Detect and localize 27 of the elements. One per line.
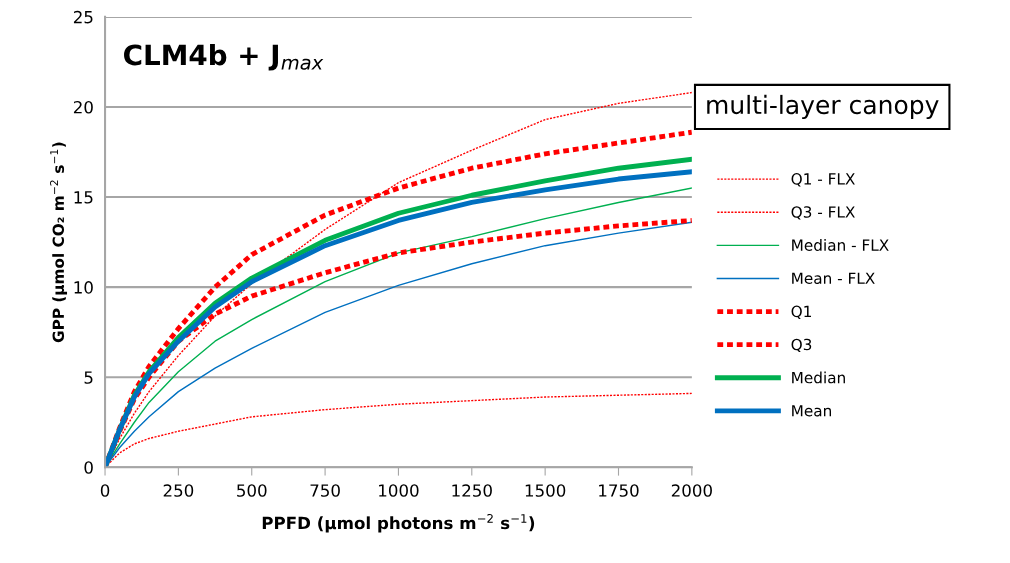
legend-label: Q3: [791, 338, 812, 352]
x-tick-label: 0: [100, 484, 110, 497]
y-tick-label: 10: [74, 281, 93, 294]
x-tick-label: 1250: [452, 484, 492, 497]
y-tick-label: 15: [74, 191, 93, 204]
y-tick-label: 20: [73, 100, 93, 114]
x-tick-label: 500: [237, 484, 267, 497]
x-tick-label: 1750: [599, 484, 639, 497]
legend-label: Median: [792, 371, 845, 384]
y-tick-label: 25: [73, 10, 93, 24]
annotation: CLM4b + J$_{max}$: [124, 43, 324, 71]
text: multi-layer canopy: [707, 94, 939, 120]
y-tick-label: 5: [84, 371, 93, 384]
x-tick-label: 1500: [525, 484, 566, 497]
x-tick-label: 1000: [379, 484, 419, 497]
legend-label: Q3 - FLX: [791, 206, 855, 220]
y-tick-label: 0: [84, 461, 93, 474]
x-tick-label: 250: [163, 484, 194, 497]
legend-label: Q1: [791, 305, 811, 319]
legend-label: Mean - FLX: [792, 272, 875, 285]
y-axis-title: GPP (µmol CO₂ m$^{−2}$ s$^{−1}$): [50, 142, 68, 343]
legend-label: Median - FLX: [792, 239, 889, 251]
x-axis-title: PPFD (µmol photons m$^{−2}$ s$^{−1}$): [262, 513, 535, 533]
x-tick-label: 750: [310, 484, 340, 497]
legend-label: Mean: [792, 405, 831, 417]
legend-label: Q1 - FLX: [791, 173, 855, 187]
x-tick-label: 2000: [671, 484, 712, 497]
